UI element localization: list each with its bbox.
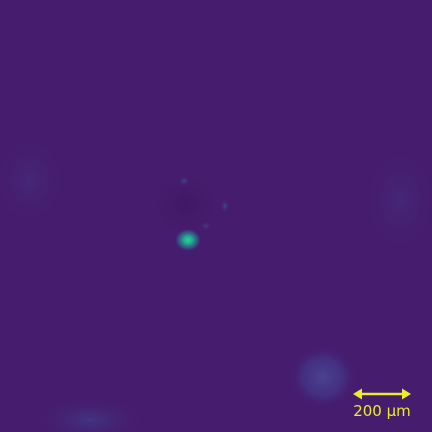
scale-bar-label: 200 µm [353, 402, 411, 420]
double-arrow-icon [353, 388, 411, 400]
scale-bar: 200 µm [344, 384, 420, 424]
